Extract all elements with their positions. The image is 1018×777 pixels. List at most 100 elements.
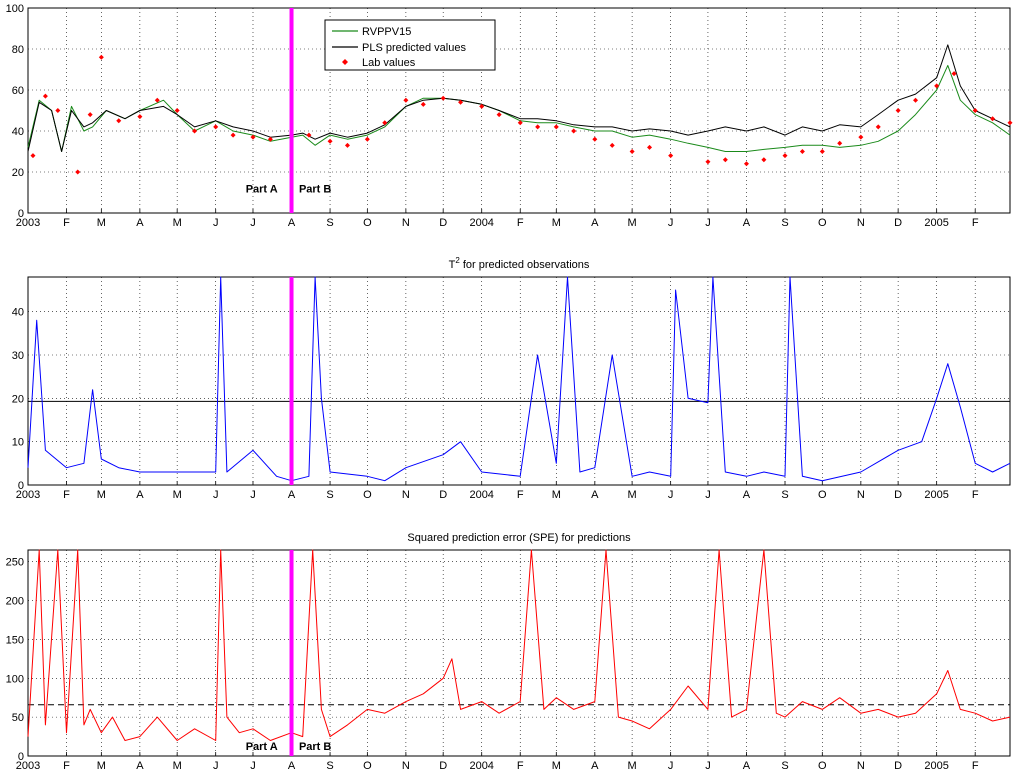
x-tick-label-4: M: [173, 760, 182, 772]
x-tick-label-2: M: [97, 217, 106, 229]
lab-value-point-9: [174, 108, 180, 113]
axes-box-top: [27, 7, 1011, 214]
y-tick-label-1: 20: [12, 167, 24, 179]
lab-value-point-47: [913, 97, 919, 103]
x-tick-label-6: J: [250, 217, 256, 229]
lab-value-point-40: [782, 153, 788, 159]
lab-value-point-25: [479, 103, 485, 109]
x-tick-label-11: D: [439, 489, 447, 501]
lab-value-point-3: [75, 169, 81, 175]
x-tick-label-9: O: [363, 217, 372, 229]
y-tick-label-3: 30: [12, 350, 24, 362]
x-tick-label-6: J: [250, 760, 256, 772]
x-tick-label-7: A: [288, 217, 296, 229]
lab-value-point-46: [895, 108, 901, 113]
y-tick-label-2: 20: [12, 393, 24, 405]
lab-value-point-44: [858, 134, 864, 140]
lab-value-point-6: [116, 118, 122, 124]
x-tick-label-19: A: [743, 217, 751, 229]
x-tick-label-13: F: [517, 760, 524, 772]
x-tick-label-2: M: [97, 760, 106, 772]
y-tick-label-4: 80: [12, 44, 24, 56]
x-tick-label-8: S: [326, 217, 333, 229]
series-group-top: [27, 8, 1013, 213]
annotation-part-a: Part A: [246, 741, 278, 753]
legend-label-lab: Lab values: [362, 57, 416, 69]
x-tick-label-24: 2005: [924, 760, 948, 772]
lab-value-point-30: [571, 128, 577, 134]
x-tick-label-15: A: [591, 760, 599, 772]
lab-value-point-42: [819, 149, 825, 154]
x-tick-label-11: D: [439, 760, 447, 772]
series-group-middle: [27, 276, 1011, 485]
lab-value-point-49: [951, 71, 957, 77]
x-tick-label-5: J: [213, 489, 219, 501]
x-tick-label-23: D: [894, 760, 902, 772]
x-tick-label-20: S: [781, 760, 788, 772]
x-tick-label-23: D: [894, 217, 902, 229]
lab-value-point-21: [403, 97, 409, 103]
lab-value-point-45: [875, 124, 881, 130]
x-tick-label-4: M: [173, 489, 182, 501]
lab-value-point-41: [799, 149, 805, 154]
x-tick-label-18: J: [705, 760, 711, 772]
x-tick-label-13: F: [517, 217, 524, 229]
x-tick-label-8: S: [326, 760, 333, 772]
x-tick-labels-bottom: 2003 F M A M J J A S O N D 2004 F M A M J J A S O N D 2005 F: [16, 760, 979, 772]
lab-value-point-51: [990, 116, 996, 122]
y-tick-label-0: 0: [18, 208, 24, 220]
lab-value-point-19: [364, 136, 370, 142]
x-tick-label-15: A: [591, 489, 599, 501]
x-tick-label-18: J: [705, 217, 711, 229]
axes-box-bottom: [27, 549, 1011, 757]
x-tick-label-3: A: [136, 217, 144, 229]
x-tick-label-17: J: [668, 217, 674, 229]
lab-value-point-31: [592, 136, 598, 142]
x-tick-label-22: N: [857, 760, 865, 772]
x-tick-label-10: N: [402, 217, 410, 229]
x-tick-label-2: M: [97, 489, 106, 501]
annotation-part-a: Part A: [246, 184, 278, 196]
lab-value-point-36: [705, 159, 711, 165]
y-tick-label-3: 150: [6, 634, 24, 646]
x-tick-label-24: 2005: [924, 489, 948, 501]
x-tick-label-25: F: [972, 217, 979, 229]
lab-value-point-17: [327, 138, 333, 144]
lab-value-point-35: [668, 153, 674, 159]
lab-value-point-37: [722, 157, 728, 163]
x-tick-label-5: J: [213, 217, 219, 229]
x-tick-label-14: M: [552, 760, 561, 772]
y-tick-label-5: 100: [6, 3, 24, 15]
x-tick-label-21: O: [818, 760, 827, 772]
annotation-part-b: Part B: [299, 184, 331, 196]
x-tick-label-17: J: [668, 489, 674, 501]
lab-value-point-24: [458, 99, 464, 105]
x-tick-label-8: S: [326, 489, 333, 501]
annotation-part-b: Part B: [299, 741, 331, 753]
x-tick-label-19: A: [743, 489, 751, 501]
panel-title-middle: T2 for predicted observations: [449, 256, 590, 271]
x-tick-label-13: F: [517, 489, 524, 501]
lab-value-point-32: [609, 142, 615, 148]
lab-value-point-14: [267, 136, 273, 142]
legend-swatch-lab: [342, 59, 348, 65]
lab-value-point-34: [647, 144, 653, 150]
y-tick-label-5: 250: [6, 557, 24, 569]
x-tick-label-5: J: [213, 760, 219, 772]
y-tick-label-1: 10: [12, 437, 24, 449]
lab-value-point-28: [535, 124, 541, 130]
grid-bottom: [27, 550, 1010, 756]
legend-box: [324, 19, 496, 71]
x-tick-label-0: 2003: [16, 760, 40, 772]
x-tick-label-23: D: [894, 489, 902, 501]
x-tick-label-3: A: [136, 760, 144, 772]
x-tick-labels-top: 2003 F M A M J J A S O N D 2004 F M A M J J A S O N D 2005 F: [16, 217, 979, 229]
panel-bottom: 0 50 100 150 200 250 2003 F M A M J J A S O N D 2004 F M A M J…: [6, 549, 1011, 772]
x-tick-label-12: 2004: [469, 217, 493, 229]
x-tick-label-22: N: [857, 217, 865, 229]
lab-value-point-50: [972, 108, 978, 113]
x-tick-label-19: A: [743, 760, 751, 772]
x-tick-label-9: O: [363, 489, 372, 501]
x-tick-label-12: 2004: [469, 489, 493, 501]
